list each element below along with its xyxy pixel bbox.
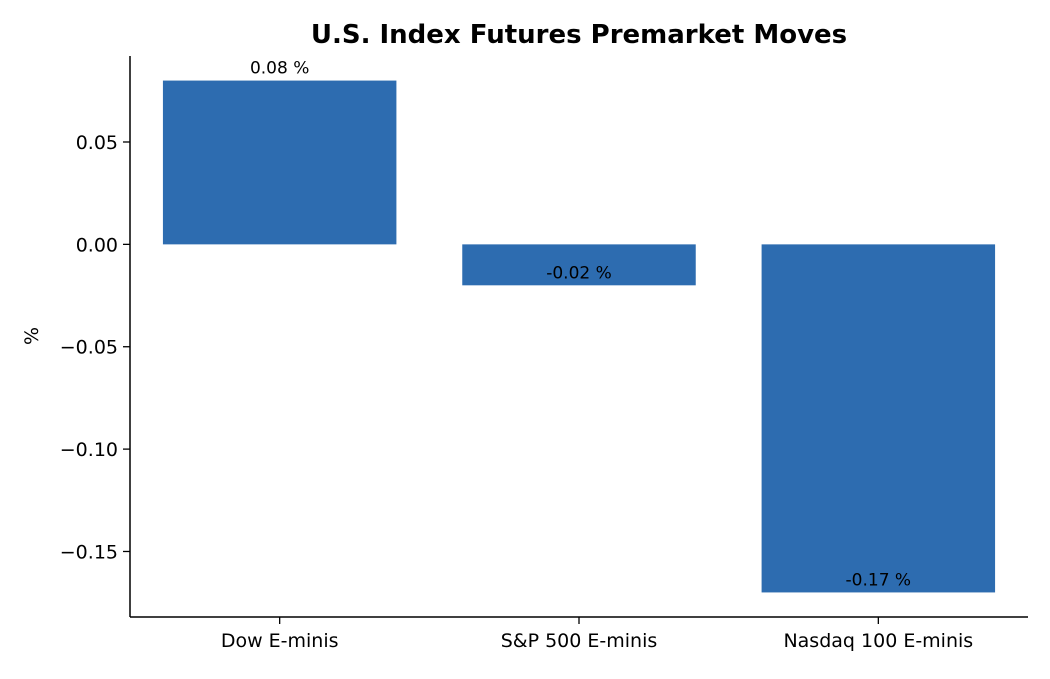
bar [462,244,696,286]
data-label: 0.08 % [250,59,309,79]
chart-title: U.S. Index Futures Premarket Moves [311,20,847,50]
y-tick-label: −0.15 [60,541,118,563]
plot-area: 0.08 % Dow E-minis -0.02 % S&P 500 E-minis -… [60,56,1028,652]
y-axis-label: % [21,327,43,345]
x-tick-label: Nasdaq 100 E-minis [783,630,973,652]
x-tick-label: Dow E-minis [221,630,339,652]
y-tick-label: −0.05 [60,337,118,359]
y-tick-label: 0.05 [76,132,118,154]
x-tick-label: S&P 500 E-minis [501,630,658,652]
y-tick-label: −0.10 [60,439,118,461]
bar [761,244,996,593]
data-label: -0.17 % [846,570,912,590]
bar [162,80,397,245]
data-label: -0.02 % [546,263,612,283]
y-tick-label: 0.00 [76,234,118,256]
